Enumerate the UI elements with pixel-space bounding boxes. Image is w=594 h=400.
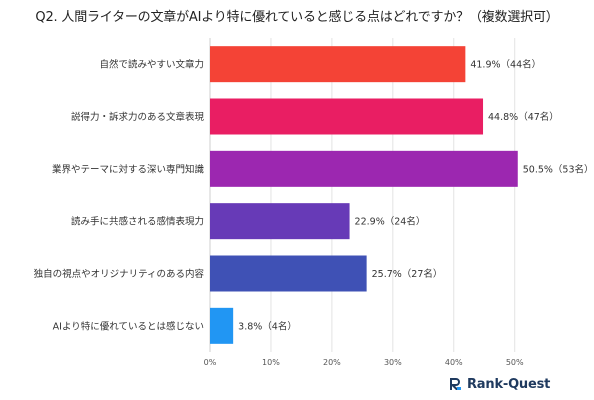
chart-title: Q2. 人間ライターの文章がAIより特に優れていると感じる点はどれですか？（複数… [35, 10, 559, 25]
rank-quest-logo-icon [450, 378, 461, 390]
category-label: 自然で読みやすい文章力 [99, 59, 204, 71]
brand-logo: Rank-Quest [447, 376, 550, 392]
bar [210, 46, 466, 83]
category-label: 業界やテーマに対する深い専門知識 [52, 163, 205, 175]
data-label: 44.8%（47名） [488, 111, 559, 123]
data-label: 50.5%（53名） [523, 163, 594, 175]
x-tick-label: 0% [204, 358, 217, 367]
data-label: 22.9%（24名） [355, 216, 426, 228]
x-tick-label: 30% [384, 358, 402, 367]
brand-name: Rank-Quest [467, 376, 551, 392]
category-label: 独自の視点やオリジナリティのある内容 [34, 268, 205, 280]
data-label: 25.7%（27名） [372, 268, 443, 280]
x-tick-label: 10% [262, 358, 280, 367]
category-label: 読み手に共感される感情表現力 [71, 216, 204, 228]
bar [210, 203, 350, 240]
data-label: 3.8%（4名） [238, 320, 297, 332]
x-tick-label: 20% [323, 358, 341, 367]
data-label: 41.9%（44名） [470, 59, 541, 71]
x-tick-label: 40% [445, 358, 463, 367]
bar [210, 255, 367, 292]
category-label: AIより特に優れているとは感じない [53, 320, 204, 332]
bar [210, 307, 234, 344]
x-tick-label: 50% [506, 358, 524, 367]
bar [210, 98, 484, 135]
bar [210, 150, 518, 187]
category-label: 説得力・訴求力のある文章表現 [71, 111, 205, 123]
